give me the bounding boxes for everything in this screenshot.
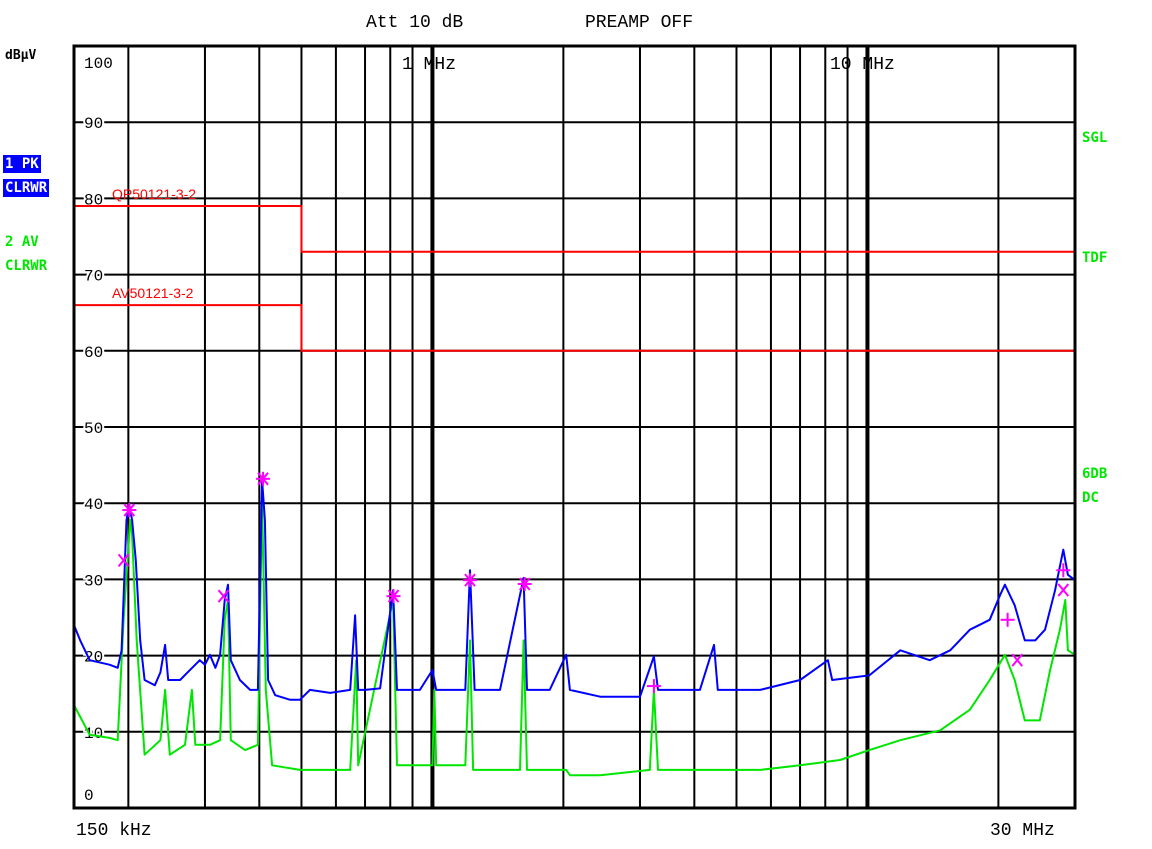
6db-label: 6DB <box>1082 466 1108 482</box>
trace-peak <box>73 479 1076 701</box>
marker-asterisk <box>256 471 271 486</box>
y-tick-label: 60 <box>84 344 103 362</box>
y-tick-label: 70 <box>84 268 103 286</box>
x-label-10mhz: 10 MHz <box>830 55 895 75</box>
marker-plus <box>646 679 661 694</box>
trace1-clear-badge: CLRWR <box>3 179 50 197</box>
y-tick-label: 40 <box>84 496 103 514</box>
preamp-label: PREAMP OFF <box>585 13 694 33</box>
grid <box>74 46 1075 808</box>
limit-line-0 <box>74 205 1075 253</box>
x-label-start: 150 kHz <box>76 821 152 841</box>
marker-x <box>117 553 130 567</box>
markers <box>117 471 1071 694</box>
y-tick-label: 10 <box>84 725 103 743</box>
marker-asterisk <box>122 503 137 518</box>
y-tick-label: 30 <box>84 572 103 590</box>
marker-x <box>217 589 230 603</box>
marker-x <box>1057 583 1070 597</box>
trace2-clear-label: CLRWR <box>5 258 48 274</box>
limit-line-1 <box>74 304 1075 352</box>
attenuation-label: Att 10 dB <box>366 13 464 33</box>
plot-frame <box>72 44 1077 810</box>
trace-average <box>73 499 1076 777</box>
x-label-end: 30 MHz <box>990 821 1055 841</box>
marker-plus <box>1000 612 1015 627</box>
limit-label: AV50121-3-2 <box>112 285 194 301</box>
y-tick-label: 20 <box>84 649 103 667</box>
y-tick-label: 100 <box>84 55 113 73</box>
y-unit-label: dBµV <box>5 48 37 63</box>
marker-x <box>1011 653 1024 667</box>
marker-plus <box>1056 563 1071 578</box>
limit-lines: QP50121-3-2 AV50121-3-2 <box>74 186 1075 352</box>
x-label-1mhz: 1 MHz <box>402 55 456 75</box>
dc-label: DC <box>1082 490 1099 506</box>
marker-asterisk <box>517 576 532 591</box>
trace1-mode-badge: 1 PK <box>3 155 41 173</box>
marker-asterisk <box>386 589 401 604</box>
limit-label: QP50121-3-2 <box>112 186 196 202</box>
tdf-label: TDF <box>1082 250 1108 266</box>
marker-asterisk <box>462 573 477 588</box>
y-tick-label: 90 <box>84 115 103 133</box>
y-tick-label: 0 <box>84 787 94 805</box>
trace2-mode-label: 2 AV <box>5 234 39 250</box>
y-tick-label: 50 <box>84 420 103 438</box>
traces <box>73 479 1076 777</box>
sgl-label: SGL <box>1082 130 1108 146</box>
